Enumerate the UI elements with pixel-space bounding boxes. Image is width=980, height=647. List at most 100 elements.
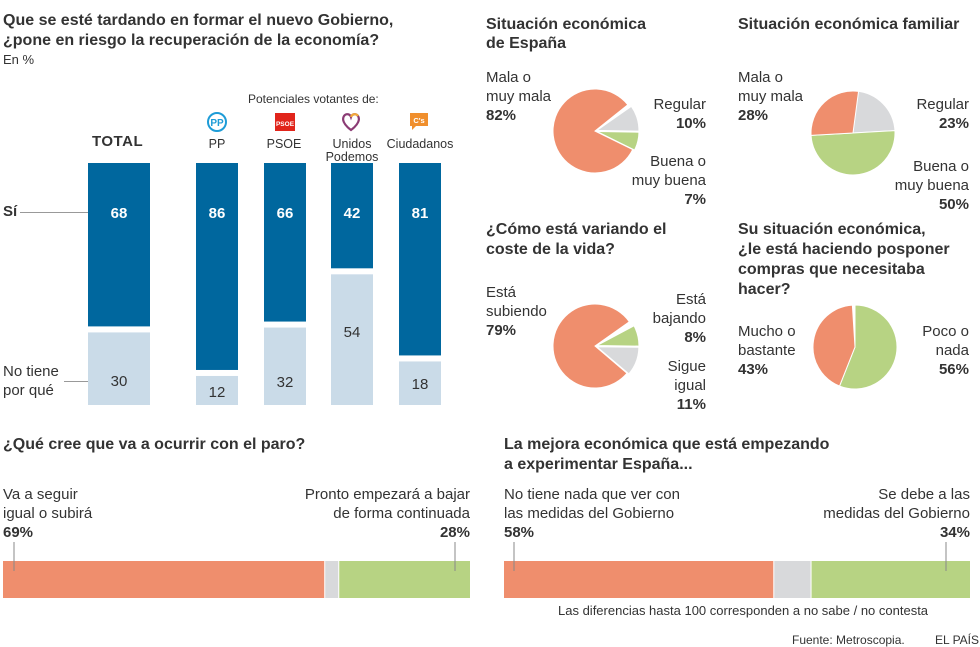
mejora-left-label: No tiene nada que ver con las medidas de…	[504, 485, 680, 542]
pie-2-slice-2	[595, 346, 640, 375]
pie-1-slice-0	[852, 90, 896, 134]
party-name: Ciudadanos	[386, 137, 454, 151]
label-line: bajando	[652, 310, 706, 327]
no-leader-line	[64, 381, 100, 382]
coste-sigue-label: Sigue igual 11%	[636, 357, 706, 414]
pie-espana-title-line2: de España	[486, 35, 567, 52]
label-line: muy mala	[738, 88, 804, 105]
pie-charts	[552, 88, 898, 390]
bar-no-2	[264, 327, 306, 405]
coste-bajando-label: Está bajando 8%	[626, 290, 706, 347]
label-line: Regular	[653, 96, 706, 113]
label-line: Está	[486, 284, 517, 301]
bar-no-3	[331, 274, 373, 405]
bar-no-label-1: 12	[209, 384, 226, 401]
bar-no-4	[399, 361, 441, 405]
label-line: Poco o	[922, 323, 969, 340]
paro-left-label: Va a seguir igual o subirá 69%	[3, 485, 92, 542]
party-label-pp: PP	[192, 138, 242, 151]
coste-sigue-pct: 11%	[676, 396, 706, 413]
label-line: Se debe a las	[878, 486, 970, 503]
party-label-ciudadanos: Ciudadanos	[384, 138, 456, 151]
familiar-buena-label: Buena o muy buena 50%	[869, 157, 969, 214]
label-line: Buena o	[913, 158, 969, 175]
label-line: muy buena	[631, 172, 706, 189]
footnote: Las diferencias hasta 100 corresponden a…	[558, 603, 929, 618]
label-line: nada	[935, 342, 969, 359]
coste-subiendo-label: Está subiendo 79%	[486, 283, 547, 340]
bar-si-label-2: 66	[277, 205, 294, 222]
hbar-1-seg-0	[504, 561, 774, 598]
row-label-no-line2: por qué	[3, 382, 54, 399]
main-chart-unit: En %	[3, 52, 35, 67]
compras-mucho-pct: 43%	[738, 361, 769, 378]
pie-compras-title-line2: ¿le está haciendo posponer	[738, 241, 950, 258]
compras-poco-pct: 56%	[938, 361, 969, 378]
mejora-title-line1: La mejora económica que está empezando	[504, 436, 830, 453]
familiar-mala-label: Mala o muy mala 28%	[738, 68, 803, 125]
unidos-podemos-heart-icon	[342, 113, 360, 132]
party-label-psoe: PSOE	[259, 138, 309, 151]
espana-mala-pct: 82%	[486, 107, 517, 124]
pie-2-slice-0	[552, 303, 631, 389]
coste-bajando-pct: 8%	[684, 329, 706, 346]
bar-si-label-4: 81	[412, 205, 429, 222]
bar-si-label-1: 86	[209, 205, 226, 222]
pie-compras-title-line1: Su situación económica,	[738, 221, 926, 238]
si-leader-line	[20, 212, 88, 213]
bar-si-4	[399, 163, 441, 356]
pie-compras-title-line4: hacer?	[738, 281, 791, 298]
bar-no-label-2: 32	[277, 374, 294, 391]
label-line: Está	[675, 291, 706, 308]
main-chart-title-line2: ¿pone en riesgo la recuperación de la ec…	[3, 32, 380, 49]
bar-no-0	[88, 332, 150, 405]
hbar-0-seg-1	[325, 561, 339, 598]
bar-si-0	[88, 163, 150, 327]
paro-right-pct: 28%	[439, 524, 470, 541]
stacked-bar-chart: 68 30 86 12 66 32 42 54 81 18	[88, 163, 441, 405]
row-label-no-line1: No tiene	[3, 363, 59, 380]
pie-compras-title-line3: compras que necesitaba	[738, 261, 925, 278]
party-name: PP	[208, 137, 226, 151]
paro-left-pct: 69%	[3, 524, 34, 541]
pie-1-slice-1	[810, 130, 896, 176]
pie-3-slice-1	[812, 304, 856, 387]
paro-title: ¿Qué cree que va a ocurrir con el paro?	[3, 436, 306, 453]
pie-coste-title-line1: ¿Cómo está variando el	[486, 221, 667, 238]
svg-text:PP: PP	[210, 118, 224, 129]
bar-no-1	[196, 375, 238, 405]
compras-mucho-label: Mucho o bastante 43%	[738, 322, 796, 379]
bar-si-1	[196, 163, 238, 370]
psoe-logo-icon: PSOE	[275, 113, 295, 131]
pie-espana-title-line1: Situación económica	[486, 16, 647, 33]
label-line: muy mala	[486, 88, 552, 105]
party-name-line1: Unidos	[332, 137, 372, 151]
espana-regular-pct: 10%	[675, 115, 706, 132]
pie-0-slice-2	[596, 130, 640, 151]
familiar-mala-pct: 28%	[738, 107, 769, 124]
label-line: Va a seguir	[3, 486, 78, 503]
espana-buena-label: Buena o muy buena 7%	[606, 152, 706, 209]
party-name-line2: Podemos	[325, 150, 379, 164]
hbar-1-seg-2	[811, 561, 970, 598]
familiar-regular-pct: 23%	[938, 115, 969, 132]
row-label-si: Sí	[3, 203, 18, 220]
label-line: Regular	[916, 96, 969, 113]
bar-no-label-0: 30	[111, 373, 128, 390]
brand: EL PAÍS	[935, 633, 980, 647]
paro-right-label: Pronto empezará a bajar de forma continu…	[250, 485, 470, 542]
espana-regular-label: Regular 10%	[620, 95, 706, 133]
bar-si-label-0: 68	[111, 205, 128, 222]
main-chart-title-line1: Que se esté tardando en formar el nuevo …	[3, 12, 394, 29]
hbar-1-seg-1	[774, 561, 811, 598]
voters-header: Potenciales votantes de:	[248, 92, 379, 106]
total-column-label: TOTAL	[92, 133, 144, 150]
svg-text:PSOE: PSOE	[276, 121, 295, 128]
label-line: Pronto empezará a bajar	[304, 486, 470, 503]
mejora-right-pct: 34%	[939, 524, 970, 541]
horizontal-bar-charts	[3, 542, 970, 598]
pie-0-slice-1	[595, 105, 640, 132]
label-line: Mucho o	[738, 323, 796, 340]
hbar-0-seg-0	[3, 561, 325, 598]
bar-si-3	[331, 163, 373, 269]
